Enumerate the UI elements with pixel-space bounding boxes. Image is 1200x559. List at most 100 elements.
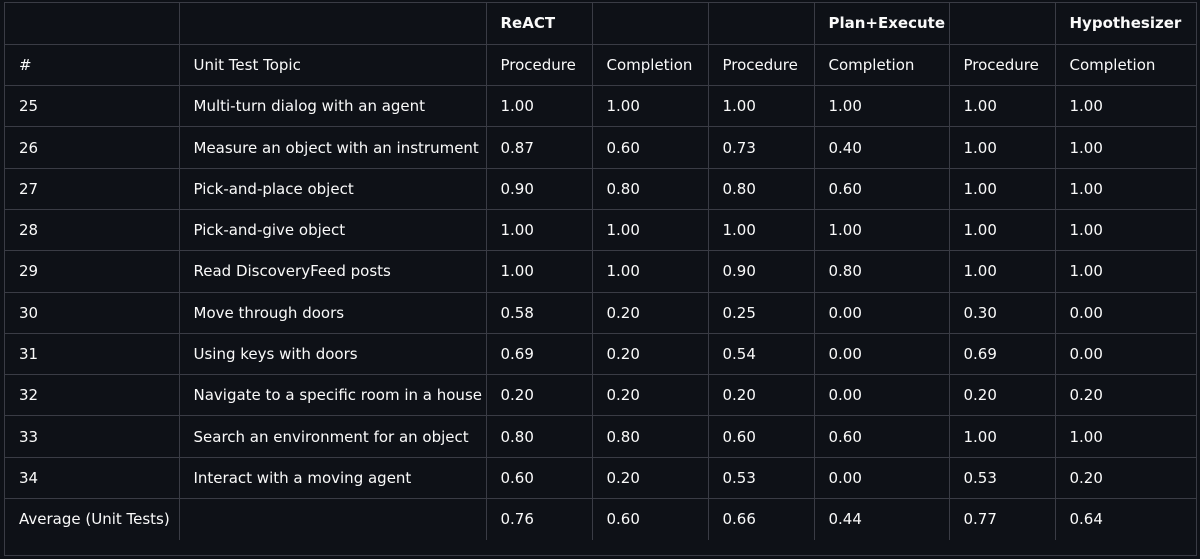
table-row-cell-plan-execute-procedure: 0.53 [707,456,815,500]
table-row-cell-topic: Pick-and-give object [178,208,487,252]
table-row-cell-hypothesizer-completion: 1.00 [1054,167,1196,210]
table-row-cell-hypothesizer-procedure: 0.53 [948,456,1056,500]
table-row-cell-plan-execute-procedure: 0.66 [707,498,815,540]
column-header-row-cell-plan-execute-procedure: Procedure [707,43,815,87]
table-row-cell-hypothesizer-completion: 0.00 [1054,291,1196,334]
group-header-row-cell-hypothesizer-procedure [948,3,1056,45]
table-row: 32 Navigate to a specific room in a house… [5,374,1196,417]
table-row-cell-number: 25 [5,85,180,128]
table-row: 25 Multi-turn dialog with an agent 1.00 1.0… [5,85,1196,128]
table-row-cell-hypothesizer-procedure: 1.00 [948,208,1056,252]
column-header-row-cell-react-completion: Completion [591,43,709,87]
table-row-cell-number: 34 [5,456,180,500]
table-row-cell-hypothesizer-procedure: 1.00 [948,85,1056,128]
table-row-cell-plan-execute-procedure: 0.25 [707,291,815,334]
table-row-cell-hypothesizer-completion: 0.20 [1054,456,1196,500]
table-row-cell-topic: Pick-and-place object [178,167,487,210]
table-row-cell-topic: Using keys with doors [178,332,487,376]
table-row-cell-react-procedure: 1.00 [485,208,593,252]
table-row: 29 Read DiscoveryFeed posts 1.00 1.00 0.90 0.… [5,250,1196,293]
group-header-row-cell-hypothesizer-completion: Hypothesizer [1054,3,1196,45]
table-row-cell-hypothesizer-completion: 1.00 [1054,250,1196,293]
group-header-row: ReACT Plan+Execute Hypothesizer [5,3,1196,45]
table-row-cell-react-procedure: 0.58 [485,291,593,334]
table-row-cell-plan-execute-completion: 0.00 [813,291,950,334]
table-row-cell-react-procedure: 0.69 [485,332,593,376]
table-row-cell-hypothesizer-procedure: 1.00 [948,415,1056,458]
table-row-cell-topic: Move through doors [178,291,487,334]
table-row-cell-react-completion: 1.00 [591,250,709,293]
column-header-row-cell-hypothesizer-procedure: Procedure [948,43,1056,87]
table-row-cell-react-completion: 0.80 [591,415,709,458]
table-row-cell-plan-execute-completion: 1.00 [813,85,950,128]
table-row-cell-plan-execute-completion: 0.40 [813,126,950,169]
table-row: 30 Move through doors 0.58 0.20 0.25 0.00 0.30… [5,291,1196,334]
results-table: ReACT Plan+Execute Hypothesizer # Unit Test … [5,3,1196,540]
table-row-cell-react-completion: 0.60 [591,126,709,169]
table-row-cell-react-procedure: 0.20 [485,374,593,417]
table-row-cell-number: 30 [5,291,180,334]
table-row-cell-hypothesizer-procedure: 0.20 [948,374,1056,417]
table-row-cell-react-procedure: 0.60 [485,456,593,500]
table-row-cell-plan-execute-procedure: 0.73 [707,126,815,169]
table-row-cell-react-procedure: 0.80 [485,415,593,458]
table-row-cell-number: 32 [5,374,180,417]
table-row-cell-plan-execute-completion: 0.60 [813,167,950,210]
table-row: Average (Unit Tests) 0.76 0.60 0.66 0.44 0.77… [5,498,1196,540]
table-row-cell-hypothesizer-completion: 1.00 [1054,126,1196,169]
table-row-cell-number: 26 [5,126,180,169]
column-header-row-cell-react-procedure: Procedure [485,43,593,87]
table-row-cell-plan-execute-completion: 0.00 [813,332,950,376]
table-row-cell-react-completion: 0.20 [591,374,709,417]
group-header-row-cell-number [5,3,180,45]
table-row-cell-plan-execute-procedure: 1.00 [707,85,815,128]
table-row-cell-topic: Read DiscoveryFeed posts [178,250,487,293]
table-row-cell-react-completion: 0.80 [591,167,709,210]
table-row-cell-react-completion: 1.00 [591,85,709,128]
table-row: 28 Pick-and-give object 1.00 1.00 1.00 1.00 1.… [5,208,1196,252]
table-row-cell-plan-execute-completion: 0.80 [813,250,950,293]
table-row: 27 Pick-and-place object 0.90 0.80 0.80 0.60 1… [5,167,1196,210]
group-header-row-cell-plan-execute-completion: Plan+Execute [813,3,950,45]
group-header-row-cell-react-procedure: ReACT [485,3,593,45]
table-row-cell-react-completion: 1.00 [591,208,709,252]
table-row-cell-plan-execute-procedure: 0.54 [707,332,815,376]
table-row: 26 Measure an object with an instrument 0.… [5,126,1196,169]
table-row-cell-topic: Search an environment for an object [178,415,487,458]
table-row-cell-plan-execute-procedure: 0.60 [707,415,815,458]
table-row: 31 Using keys with doors 0.69 0.20 0.54 0.00 0… [5,332,1196,376]
table-row-cell-topic [178,498,487,540]
table-row-cell-hypothesizer-completion: 0.00 [1054,332,1196,376]
table-row-cell-hypothesizer-completion: 0.20 [1054,374,1196,417]
table-row-cell-plan-execute-completion: 1.00 [813,208,950,252]
table-row-cell-react-procedure: 0.90 [485,167,593,210]
table-row-cell-number: 29 [5,250,180,293]
table-row-cell-react-completion: 0.60 [591,498,709,540]
table-row-cell-plan-execute-procedure: 0.20 [707,374,815,417]
table-row-cell-number: 33 [5,415,180,458]
group-header-row-cell-react-completion [591,3,709,45]
table-row-cell-react-procedure: 0.76 [485,498,593,540]
table-row-cell-plan-execute-completion: 0.44 [813,498,950,540]
table-row-cell-hypothesizer-completion: 1.00 [1054,85,1196,128]
table-row-cell-topic: Multi-turn dialog with an agent [178,85,487,128]
table-row-cell-react-procedure: 1.00 [485,85,593,128]
table-row-cell-react-procedure: 1.00 [485,250,593,293]
table-row-cell-hypothesizer-procedure: 1.00 [948,126,1056,169]
table-row-cell-plan-execute-procedure: 1.00 [707,208,815,252]
table-row-cell-topic: Navigate to a specific room in a house [178,374,487,417]
table-row-cell-hypothesizer-procedure: 0.69 [948,332,1056,376]
table-row-cell-plan-execute-completion: 0.00 [813,374,950,417]
table-row-cell-topic: Measure an object with an instrument [178,126,487,169]
table-row-cell-hypothesizer-completion: 1.00 [1054,208,1196,252]
table-row-cell-number: 31 [5,332,180,376]
table-row-cell-hypothesizer-completion: 1.00 [1054,415,1196,458]
column-header-row-cell-plan-execute-completion: Completion [813,43,950,87]
column-header-row: # Unit Test Topic Procedure Completion Proce… [5,43,1196,87]
column-header-row-cell-topic: Unit Test Topic [178,43,487,87]
table-row-cell-react-completion: 0.20 [591,332,709,376]
column-header-row-cell-number: # [5,43,180,87]
table-row-cell-hypothesizer-procedure: 0.77 [948,498,1056,540]
table-row-cell-number: Average (Unit Tests) [5,498,180,540]
group-header-row-cell-topic [178,3,487,45]
